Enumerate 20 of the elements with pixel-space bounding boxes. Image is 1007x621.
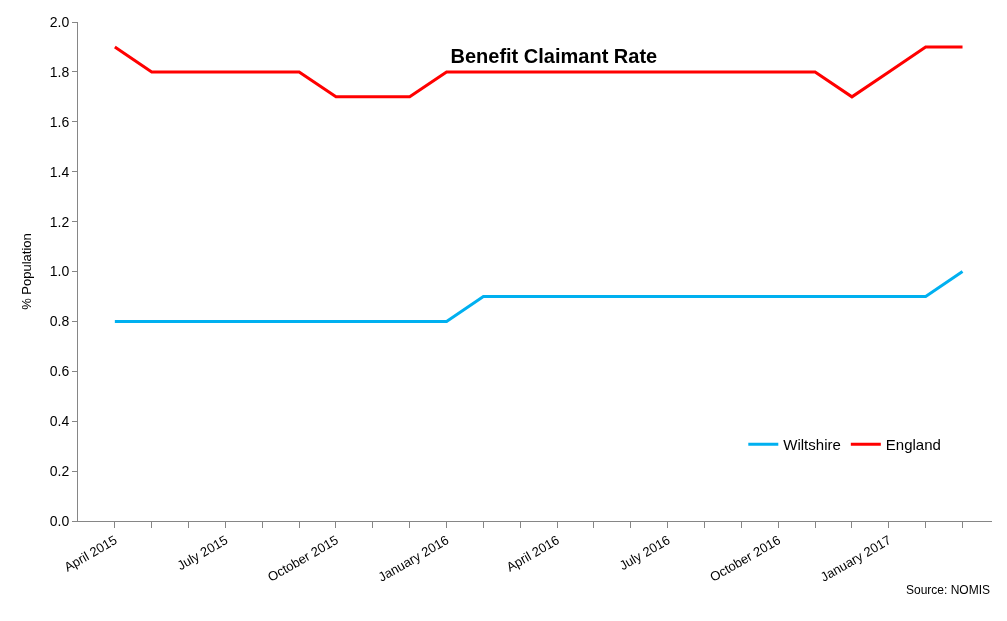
x-tick-label: April 2016 — [503, 532, 562, 575]
y-tick-label: 0.6 — [49, 363, 70, 380]
y-tick-label: 2.0 — [49, 13, 70, 30]
y-tick-label: 1.2 — [49, 213, 70, 230]
y-tick-label: 0.2 — [49, 463, 70, 479]
source-note: Source: NOMIS — [906, 583, 991, 597]
legend-label: Wiltshire — [783, 436, 841, 454]
legend-label: England — [885, 436, 941, 454]
y-tick-label: 1.8 — [49, 63, 70, 80]
y-tick-label: 0.4 — [49, 413, 70, 430]
x-tick-label: April 2015 — [61, 532, 120, 575]
text: Benefit Claimant Rate — [450, 44, 658, 67]
y-tick-label: 1.4 — [49, 163, 70, 180]
x-tick-label: July 2016 — [616, 532, 673, 574]
y-axis-title: % Population — [18, 233, 34, 310]
y-tick-label: 1.6 — [49, 113, 70, 130]
y-tick-label: 0.0 — [49, 512, 70, 529]
y-tick-label: 1.0 — [49, 263, 70, 280]
x-tick-label: July 2015 — [174, 532, 231, 574]
y-tick-label: 0.8 — [49, 313, 70, 330]
